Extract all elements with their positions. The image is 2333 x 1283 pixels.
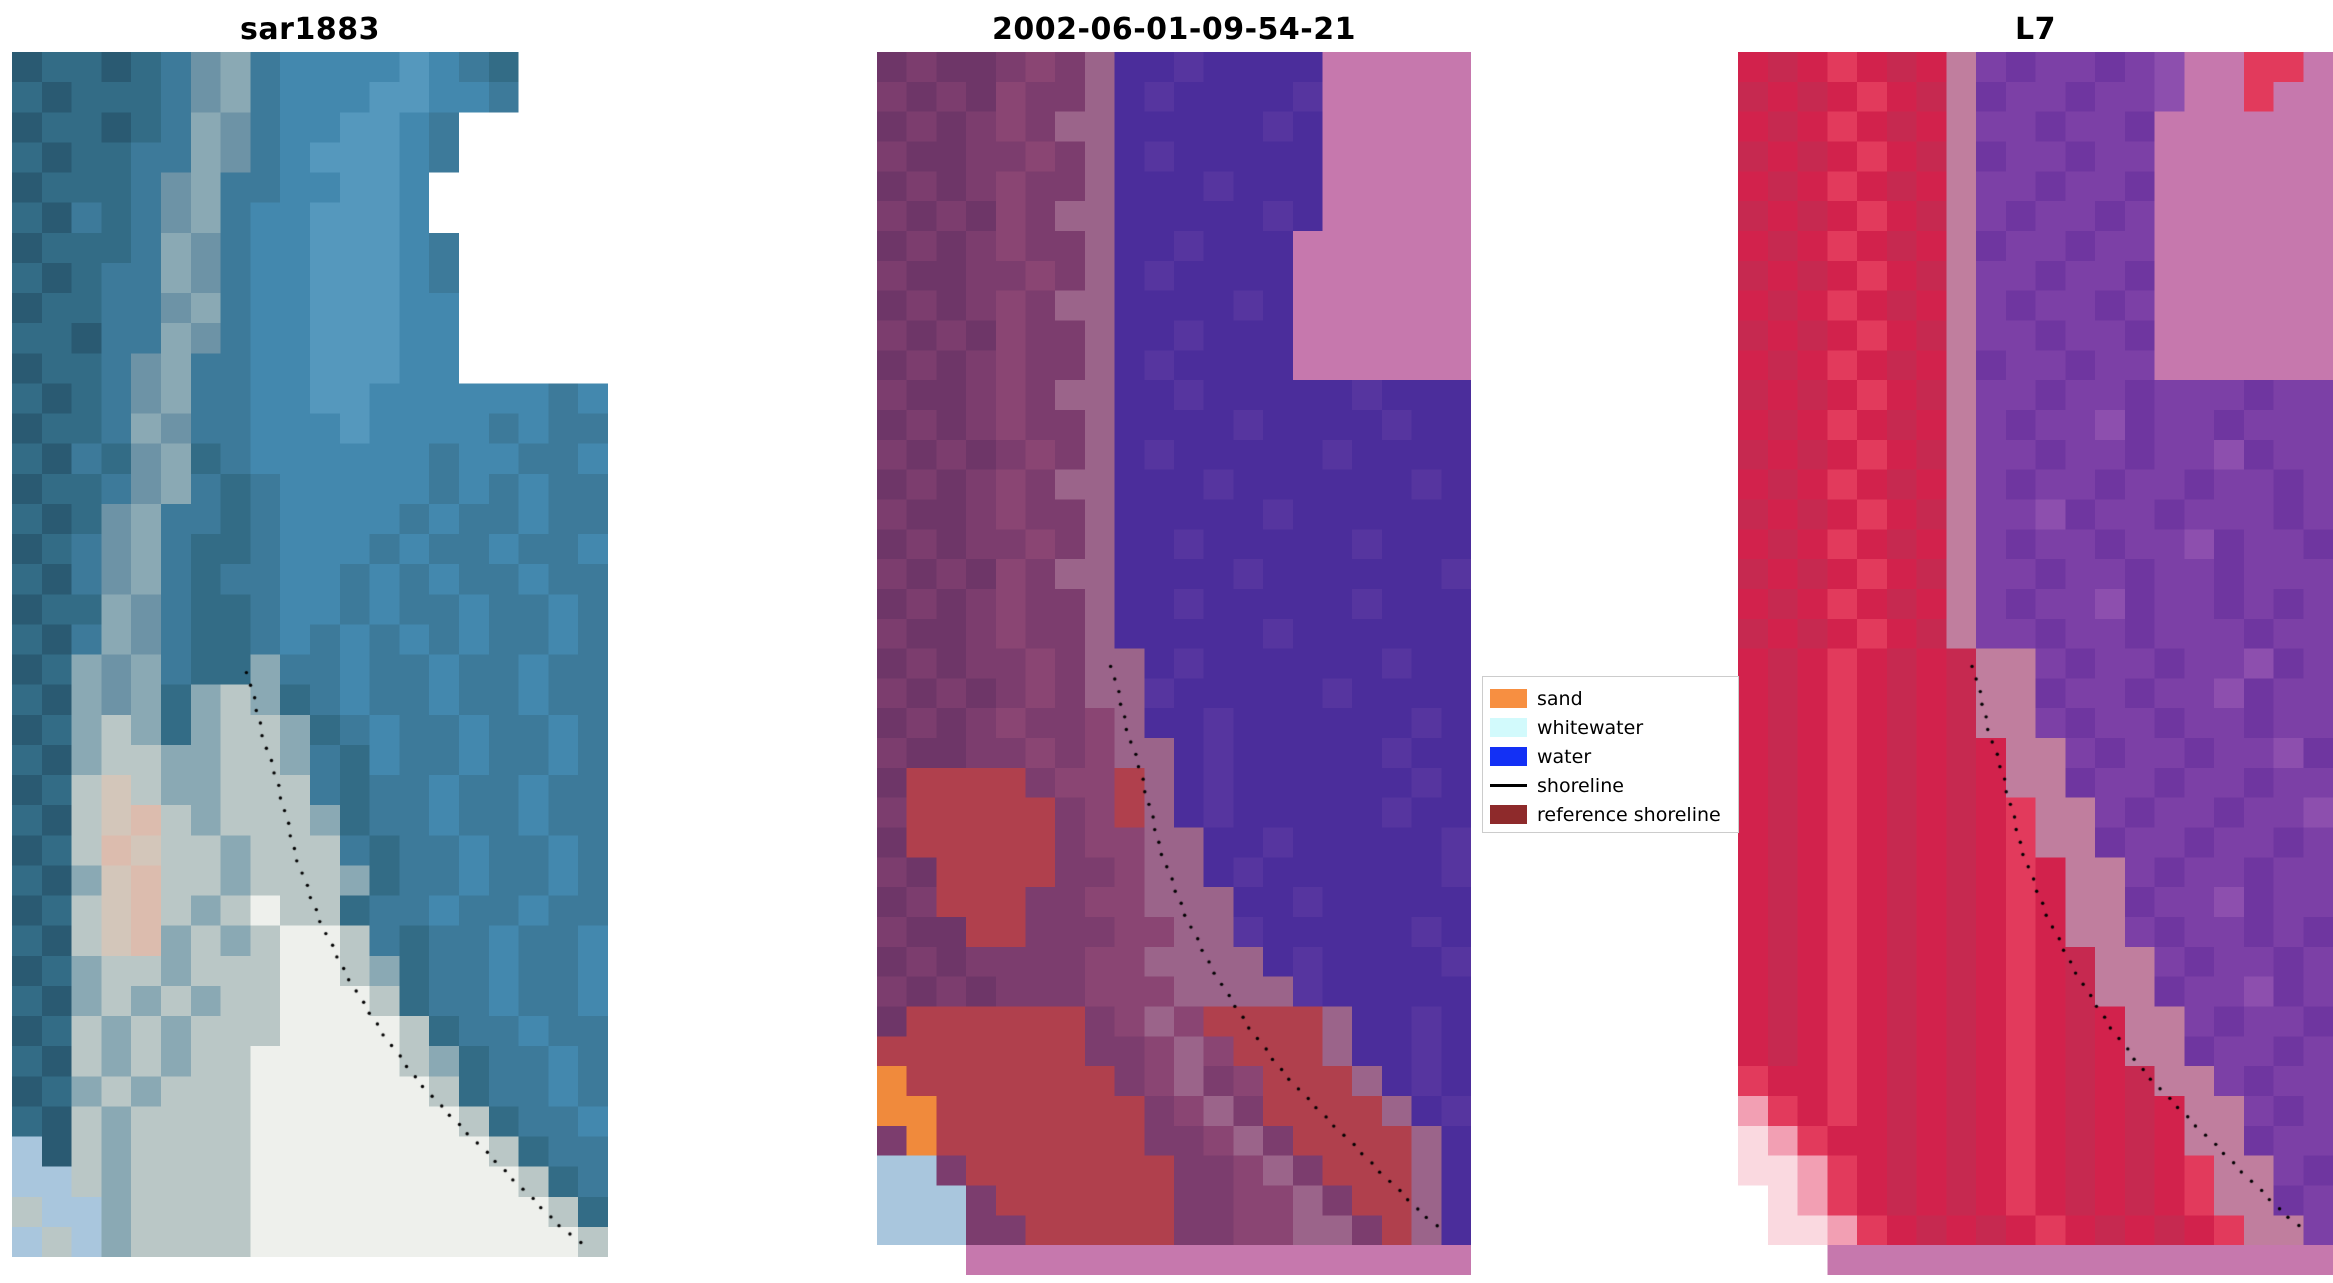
panel-title-sar1883: sar1883 <box>240 12 380 47</box>
shoreline-dots-overlay <box>877 52 1471 1245</box>
shoreline-line-swatch <box>1490 784 1527 787</box>
legend-label: shoreline <box>1537 774 1624 797</box>
whitewater-swatch <box>1490 718 1527 737</box>
reference-shoreline-swatch <box>1490 805 1527 824</box>
legend-item-whitewater: whitewater <box>1490 713 1738 742</box>
panel-sar-image <box>12 52 608 1257</box>
legend-label: whitewater <box>1537 716 1644 739</box>
legend-item-shoreline: shoreline <box>1490 771 1738 800</box>
shoreline-dots-overlay <box>12 52 608 1257</box>
panel-title-date: 2002-06-01-09-54-21 <box>992 12 1356 47</box>
legend-label: water <box>1537 745 1592 768</box>
panel-l7-image <box>1738 52 2333 1275</box>
panel-title-l7: L7 <box>2015 12 2056 47</box>
legend-item-water: water <box>1490 742 1738 771</box>
shoreline-dots-overlay <box>1738 52 2333 1245</box>
water-swatch <box>1490 747 1527 766</box>
sand-swatch <box>1490 689 1527 708</box>
legend-box: sand whitewater water shoreline referenc… <box>1482 676 1739 833</box>
panel-classified-image <box>877 52 1471 1275</box>
legend-item-reference-shoreline: reference shoreline <box>1490 800 1738 829</box>
legend-label: reference shoreline <box>1537 803 1721 826</box>
legend-item-sand: sand <box>1490 684 1738 713</box>
legend-label: sand <box>1537 687 1583 710</box>
